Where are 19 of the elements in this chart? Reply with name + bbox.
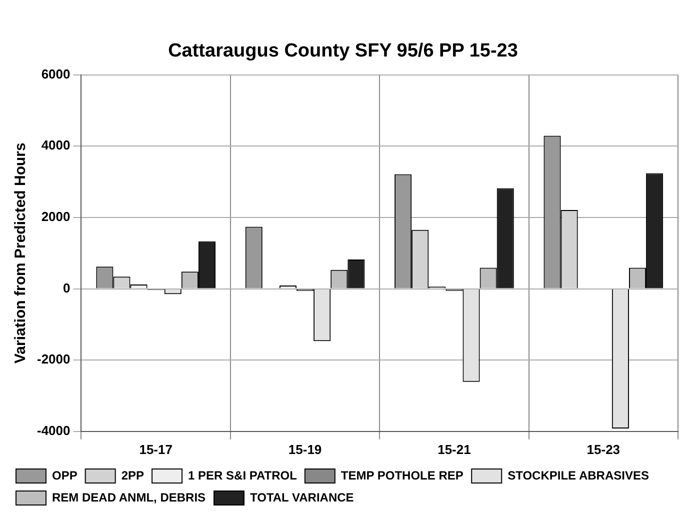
y-tick-label: -4000 bbox=[37, 422, 70, 438]
x-tick-label: 15-21 bbox=[438, 442, 471, 457]
legend-label: TOTAL VARIANCE bbox=[250, 490, 354, 504]
legend-label: REM DEAD ANML, DEBRIS bbox=[52, 490, 206, 504]
chart-title: Cattaraugus County SFY 95/6 PP 15-23 bbox=[168, 40, 518, 62]
legend-label: STOCKPILE ABRASIVES bbox=[508, 468, 649, 482]
y-tick-label: 6000 bbox=[41, 66, 70, 82]
y-tick-label: -2000 bbox=[37, 352, 70, 367]
legend-label: 1 PER S&I PATROL bbox=[188, 468, 297, 482]
y-axis-title: Variation from Predicted Hours bbox=[12, 142, 30, 364]
legend-label: TEMP POTHOLE REP bbox=[340, 468, 464, 482]
x-tick-label: 15-19 bbox=[288, 442, 322, 457]
legend-label: 2PP bbox=[121, 468, 144, 482]
legend-label: OPP bbox=[52, 468, 78, 482]
x-tick-label: 15-17 bbox=[139, 442, 172, 457]
y-tick-label: 2000 bbox=[41, 209, 70, 224]
x-tick-label: 15-23 bbox=[586, 442, 620, 457]
y-tick-label: 0 bbox=[63, 280, 70, 296]
y-tick-label: 4000 bbox=[41, 138, 70, 153]
